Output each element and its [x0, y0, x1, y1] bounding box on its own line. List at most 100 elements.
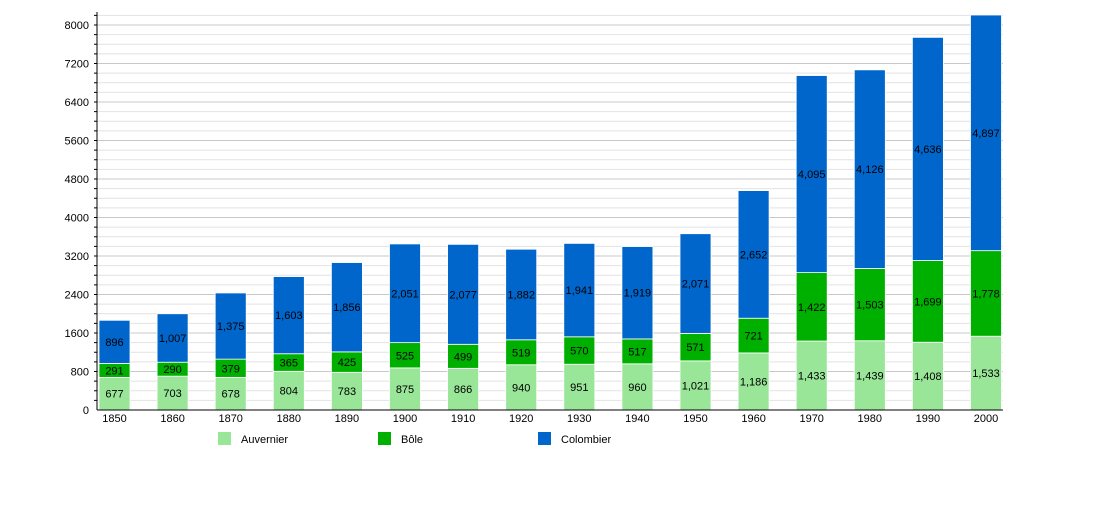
y-tick-label: 3200 [65, 251, 89, 263]
data-label: 875 [396, 384, 414, 396]
bar-bôle-1940 [621, 338, 654, 365]
data-label: 1,533 [972, 368, 1000, 380]
bar-auvernier-1970 [795, 340, 828, 411]
data-label: 1,433 [798, 371, 826, 383]
data-label: 1,007 [159, 333, 187, 345]
y-tick-label: 4800 [65, 174, 89, 186]
y-tick-label: 7200 [65, 59, 89, 71]
y-tick-label: 800 [71, 367, 89, 379]
data-label: 379 [222, 363, 240, 375]
data-label: 291 [105, 365, 123, 377]
data-label: 678 [222, 389, 240, 401]
bar-auvernier-1920 [505, 364, 538, 411]
bar-auvernier-1940 [621, 363, 654, 411]
bar-auvernier-2000 [970, 335, 1002, 411]
data-label: 1,422 [798, 302, 826, 314]
bar-colombier-1880 [272, 276, 305, 355]
data-label: 804 [280, 386, 298, 398]
data-label: 721 [744, 331, 762, 343]
data-label: 677 [105, 389, 123, 401]
data-label: 1,408 [914, 371, 942, 383]
data-label: 365 [280, 358, 298, 370]
x-tick-label: 1870 [218, 413, 242, 425]
legend-swatch-bôle [378, 432, 391, 445]
bar-auvernier-1990 [912, 341, 944, 411]
x-tick-label: 1970 [799, 413, 823, 425]
data-label: 866 [454, 384, 472, 396]
y-tick-label: 6400 [65, 97, 89, 109]
data-label: 1,375 [217, 321, 245, 333]
bar-auvernier-1950 [679, 360, 712, 411]
data-label: 960 [628, 382, 646, 394]
bar-bôle-1960 [737, 317, 770, 354]
y-tick-label: 8000 [65, 20, 89, 32]
bar-colombier-1900 [389, 243, 421, 344]
bar-colombier-1850 [98, 319, 131, 364]
bar-colombier-1950 [679, 233, 712, 334]
bar-auvernier-1900 [389, 367, 421, 411]
bar-auvernier-1860 [156, 375, 189, 411]
bar-bôle-1970 [795, 272, 828, 342]
x-tick-label: 1910 [451, 413, 475, 425]
bar-bôle-1990 [912, 260, 944, 343]
x-tick-label: 1890 [335, 413, 359, 425]
data-label: 1,439 [856, 370, 884, 382]
bar-colombier-1930 [563, 242, 596, 338]
x-tick-label: 1920 [509, 413, 533, 425]
y-tick-label: 4000 [65, 213, 89, 225]
data-label: 896 [105, 337, 123, 349]
x-tick-label: 1880 [277, 413, 301, 425]
x-tick-label: 1990 [916, 413, 940, 425]
data-label: 703 [163, 388, 181, 400]
bar-colombier-1960 [737, 190, 770, 319]
legend-label: Auvernier [241, 434, 288, 446]
x-tick-label: 1940 [625, 413, 649, 425]
data-label: 951 [570, 382, 588, 394]
bar-colombier-1970 [795, 75, 828, 274]
data-label: 2,077 [449, 289, 477, 301]
data-label: 940 [512, 382, 530, 394]
bar-colombier-1910 [447, 243, 480, 345]
bar-colombier-1990 [912, 36, 944, 261]
data-label: 4,897 [972, 128, 1000, 140]
bar-bôle-1920 [505, 339, 538, 366]
bar-colombier-1920 [505, 248, 538, 341]
data-label: 519 [512, 347, 530, 359]
data-label: 1,941 [566, 285, 594, 297]
bar-auvernier-1930 [563, 363, 596, 411]
data-label: 783 [338, 386, 356, 398]
x-tick-label: 1930 [567, 413, 591, 425]
x-tick-label: 2000 [974, 413, 998, 425]
x-tick-label: 1960 [741, 413, 765, 425]
data-label: 2,051 [391, 288, 419, 300]
bar-colombier-1890 [330, 262, 363, 353]
data-label: 1,021 [682, 380, 710, 392]
data-label: 1,882 [507, 290, 535, 302]
data-label: 1,699 [914, 296, 942, 308]
data-label: 4,095 [798, 169, 826, 181]
x-tick-label: 1900 [393, 413, 417, 425]
bar-colombier-1860 [156, 313, 189, 363]
data-label: 1,919 [624, 288, 652, 300]
legend-label: Colombier [561, 434, 611, 446]
bar-auvernier-1880 [272, 370, 305, 411]
x-tick-label: 1850 [102, 413, 126, 425]
bar-bôle-2000 [970, 250, 1002, 337]
y-tick-label: 0 [83, 405, 89, 417]
data-label: 517 [628, 346, 646, 358]
y-tick-label: 1600 [65, 328, 89, 340]
data-label: 1,503 [856, 300, 884, 312]
y-tick-label: 2400 [65, 290, 89, 302]
data-label: 4,126 [856, 164, 884, 176]
data-label: 1,603 [275, 310, 303, 322]
data-label: 570 [570, 346, 588, 358]
data-label: 525 [396, 350, 414, 362]
bar-bôle-1980 [853, 268, 886, 342]
data-label: 4,636 [914, 144, 942, 156]
y-tick-label: 5600 [65, 136, 89, 148]
bar-colombier-2000 [970, 14, 1002, 252]
data-label: 1,778 [972, 288, 1000, 300]
bar-colombier-1870 [214, 292, 247, 360]
